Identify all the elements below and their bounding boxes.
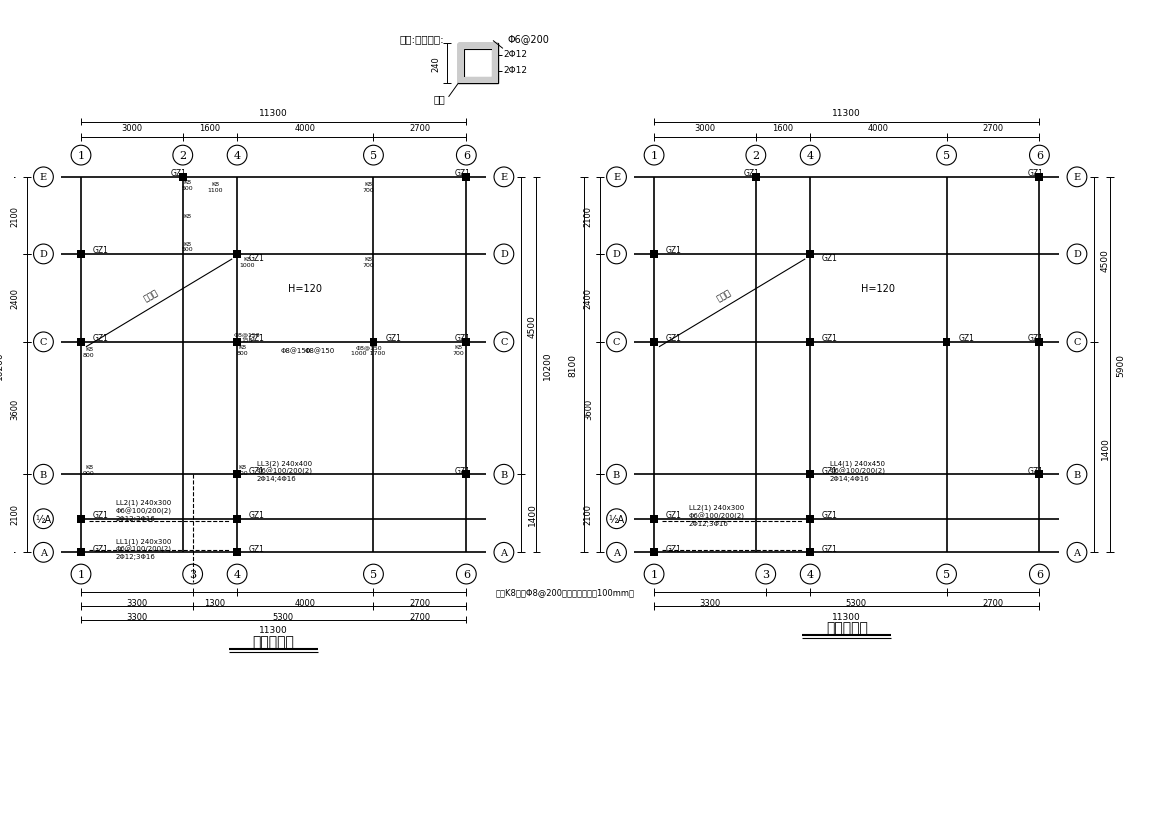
Text: 10200: 10200	[0, 351, 3, 380]
Text: GZ1: GZ1	[171, 170, 186, 178]
Text: Φ8@150: Φ8@150	[280, 347, 310, 354]
Text: 2100: 2100	[10, 206, 20, 227]
Text: GZ1: GZ1	[455, 466, 471, 476]
Text: 2100: 2100	[584, 206, 592, 227]
Text: 4: 4	[806, 151, 813, 161]
Text: A: A	[40, 548, 47, 557]
Text: 6: 6	[1036, 569, 1042, 580]
Bar	[650, 251, 658, 259]
Text: K8
500: K8 500	[182, 180, 193, 191]
Text: 6: 6	[463, 569, 470, 580]
Text: 1: 1	[650, 151, 657, 161]
Text: 注明:圈梁均为:: 注明:圈梁均为:	[399, 35, 444, 45]
Text: GZ1: GZ1	[666, 334, 681, 343]
Text: 11300: 11300	[259, 108, 288, 117]
Text: 注：K8表示Φ8@200；未注明板厚为100mm。: 注：K8表示Φ8@200；未注明板厚为100mm。	[496, 588, 635, 596]
Text: 3000: 3000	[694, 124, 715, 133]
Text: GZ1: GZ1	[249, 510, 265, 519]
Text: 10200: 10200	[544, 351, 552, 380]
Text: K8
800: K8 800	[236, 345, 248, 356]
Text: 4: 4	[234, 569, 241, 580]
Text: 三层结构图: 三层结构图	[826, 620, 868, 634]
Bar	[752, 174, 760, 182]
Text: 5900: 5900	[1117, 354, 1126, 376]
Text: 4000: 4000	[868, 124, 889, 133]
Text: E: E	[1074, 173, 1081, 182]
Text: 2100: 2100	[10, 503, 20, 524]
Text: 二层结构图: 二层结构图	[252, 634, 295, 648]
Bar	[943, 338, 951, 347]
Bar	[458, 45, 498, 50]
Text: 2100: 2100	[584, 503, 592, 524]
Text: 3300: 3300	[126, 612, 147, 621]
Bar	[78, 251, 84, 259]
Text: 3600: 3600	[10, 398, 20, 419]
Text: 5: 5	[943, 569, 950, 580]
Text: GZ1: GZ1	[249, 466, 265, 476]
Text: 2Φ12: 2Φ12	[503, 50, 526, 59]
Bar	[458, 50, 464, 78]
Text: GZ1: GZ1	[821, 334, 838, 343]
Text: 1: 1	[78, 569, 84, 580]
Text: 3000: 3000	[121, 124, 142, 133]
Bar	[458, 45, 498, 84]
Text: GZ1: GZ1	[821, 544, 838, 553]
Text: A: A	[1074, 548, 1081, 557]
Text: 5: 5	[370, 151, 377, 161]
Text: H=120: H=120	[288, 284, 323, 294]
Text: 2Φ12: 2Φ12	[503, 65, 526, 74]
Text: 3600: 3600	[584, 398, 592, 419]
Bar	[1036, 174, 1044, 182]
Bar	[179, 174, 186, 182]
Bar	[463, 471, 470, 479]
Text: 11300: 11300	[259, 626, 288, 634]
Text: 2: 2	[179, 151, 186, 161]
Text: 3300: 3300	[126, 598, 147, 607]
Text: 5: 5	[943, 151, 950, 161]
Text: GZ1: GZ1	[455, 334, 471, 343]
Text: 2700: 2700	[410, 124, 430, 133]
Text: GZ1: GZ1	[821, 466, 838, 476]
Text: GZ1: GZ1	[744, 170, 760, 178]
Text: K8: K8	[184, 213, 192, 218]
Text: 2700: 2700	[410, 612, 430, 621]
Text: K8
800: K8 800	[236, 464, 248, 476]
Text: GZ1: GZ1	[249, 544, 265, 553]
Text: K8
900: K8 900	[83, 464, 95, 476]
Text: A: A	[500, 548, 508, 557]
Text: GZ1: GZ1	[1027, 170, 1044, 178]
Text: GZ1: GZ1	[93, 246, 109, 256]
Text: 2700: 2700	[982, 124, 1003, 133]
Text: 4000: 4000	[295, 124, 316, 133]
Bar	[806, 471, 815, 479]
Text: Φ8@150
1000 1700: Φ8@150 1000 1700	[352, 345, 385, 356]
Text: K8
800: K8 800	[83, 347, 95, 358]
Text: GZ1: GZ1	[455, 170, 471, 178]
Text: D: D	[39, 250, 47, 259]
Text: 1400: 1400	[528, 502, 537, 525]
Bar	[234, 515, 241, 523]
Text: LL3(2) 240x400
Φ6@100/200(2)
2Φ14;4Φ16: LL3(2) 240x400 Φ6@100/200(2) 2Φ14;4Φ16	[257, 460, 312, 482]
Text: B: B	[1074, 471, 1081, 479]
Bar	[234, 338, 241, 347]
Text: LL1(1) 240x300
Φ6@100/200(2)
2Φ12;3Φ16: LL1(1) 240x300 Φ6@100/200(2) 2Φ12;3Φ16	[116, 538, 171, 560]
Text: K8
700: K8 700	[452, 345, 464, 356]
Text: GZ1: GZ1	[1027, 334, 1044, 343]
Text: 3300: 3300	[699, 598, 721, 607]
Text: H=120: H=120	[861, 284, 896, 294]
Text: 1400: 1400	[1100, 436, 1110, 459]
Text: 2400: 2400	[584, 288, 592, 309]
Bar	[806, 338, 815, 347]
Text: 5300: 5300	[273, 612, 294, 621]
Bar	[650, 515, 658, 523]
Text: 3: 3	[189, 569, 197, 580]
Text: GZ1: GZ1	[666, 510, 681, 519]
Text: 11300: 11300	[832, 612, 861, 621]
Bar	[806, 548, 815, 557]
Bar	[234, 251, 241, 259]
Bar	[1036, 338, 1044, 347]
Text: Φ8@150: Φ8@150	[305, 347, 336, 354]
Text: GZ1: GZ1	[249, 254, 265, 263]
Bar	[369, 338, 377, 347]
Text: 楼梯间: 楼梯间	[715, 288, 734, 304]
